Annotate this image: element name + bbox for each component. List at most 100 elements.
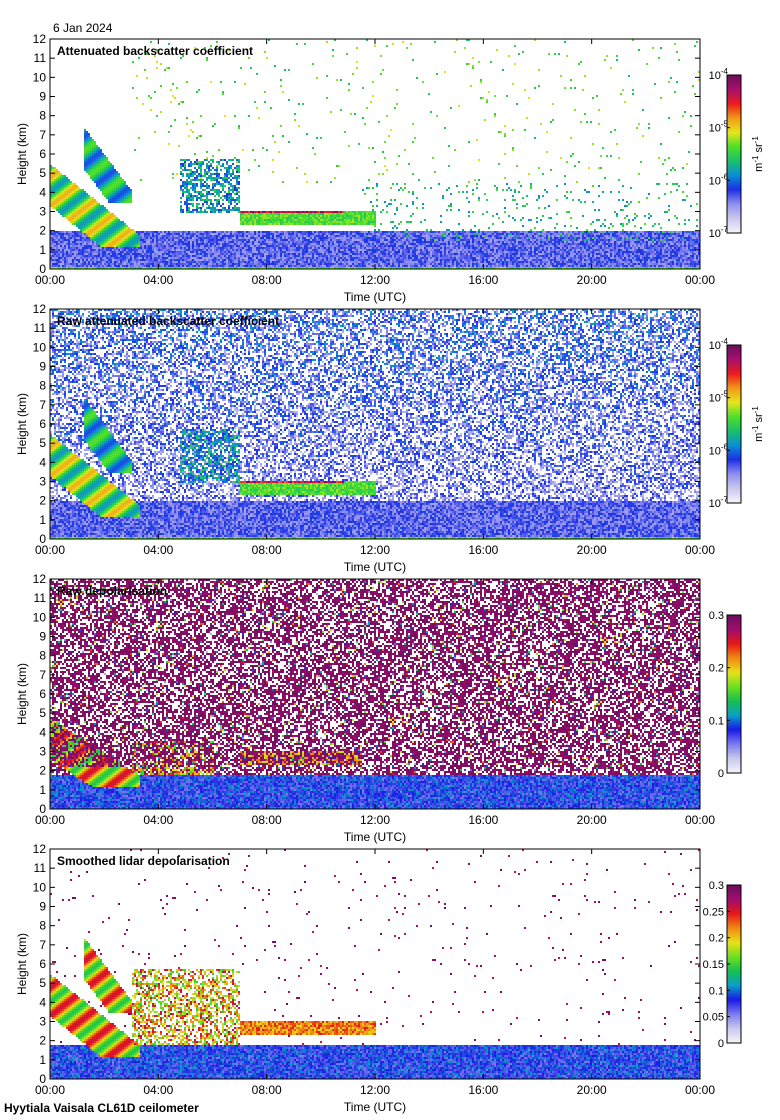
colorbar-tick-label: 0.15: [703, 959, 724, 971]
y-tick-label: 10: [33, 610, 47, 624]
y-tick-label: 5: [39, 166, 46, 180]
y-tick-label: 11: [34, 591, 47, 605]
y-tick-label: 1: [39, 1053, 46, 1067]
colorbar-tick-label: 10-5: [709, 120, 729, 135]
x-tick-label: 16:00: [468, 1083, 498, 1097]
y-axis-label: Height (km): [15, 393, 29, 455]
y-tick-label: 5: [39, 706, 46, 720]
x-axis-label: Time (UTC): [344, 290, 406, 304]
colorbar: [727, 615, 741, 773]
figure-date: 6 Jan 2024: [53, 21, 113, 35]
x-tick-label: 20:00: [577, 543, 607, 557]
y-tick-label: 6: [39, 417, 46, 431]
x-tick-label: 00:00: [685, 1083, 715, 1097]
y-tick-label: 3: [39, 205, 46, 219]
colorbar-tick-label: 10-4: [709, 67, 729, 82]
colorbar-tick-label: 0.2: [709, 933, 724, 945]
y-tick-label: 10: [33, 880, 47, 894]
x-tick-label: 16:00: [468, 273, 498, 287]
x-tick-label: 04:00: [143, 813, 173, 827]
heatmap-field: [50, 39, 700, 269]
heatmap-field: [50, 849, 700, 1079]
colorbar-tick-label: 0.3: [709, 610, 724, 622]
y-tick-label: 4: [39, 995, 46, 1009]
y-tick-label: 12: [33, 302, 47, 316]
y-tick-label: 10: [33, 70, 47, 84]
y-tick-label: 11: [34, 321, 47, 335]
y-tick-label: 12: [33, 842, 47, 856]
x-tick-label: 20:00: [577, 273, 607, 287]
x-tick-label: 20:00: [577, 813, 607, 827]
y-tick-label: 3: [39, 745, 46, 759]
x-tick-label: 08:00: [252, 813, 282, 827]
y-axis-label: Height (km): [15, 663, 29, 725]
x-tick-label: 08:00: [252, 1083, 282, 1097]
colorbar-tick-label: 0.3: [709, 880, 724, 892]
y-tick-label: 7: [39, 398, 46, 412]
colorbar: [727, 885, 741, 1043]
y-tick-label: 8: [39, 649, 46, 663]
y-tick-label: 5: [39, 976, 46, 990]
colorbar-frame: [726, 74, 742, 234]
colorbar: [727, 75, 741, 233]
colorbar-tick-label: 10-6: [709, 442, 729, 457]
y-axis-label: Height (km): [15, 123, 29, 185]
colorbar-tick-label: 0.2: [709, 663, 724, 675]
y-tick-label: 4: [39, 455, 46, 469]
y-tick-label: 7: [39, 938, 46, 952]
y-tick-label: 6: [39, 147, 46, 161]
x-tick-label: 00:00: [35, 1083, 65, 1097]
y-tick-label: 0: [39, 1072, 46, 1086]
x-tick-label: 12:00: [360, 543, 390, 557]
colorbar-tick-label: 0.1: [709, 715, 724, 727]
y-tick-label: 7: [39, 128, 46, 142]
y-tick-label: 1: [39, 243, 46, 257]
y-tick-label: 2: [39, 764, 46, 778]
x-tick-label: 00:00: [685, 273, 715, 287]
colorbar-frame: [726, 614, 742, 774]
x-tick-label: 04:00: [143, 273, 173, 287]
colorbar-tick-label: 10-5: [709, 390, 729, 405]
colorbar-frame: [726, 344, 742, 504]
y-tick-label: 12: [33, 32, 47, 46]
panel-title: Raw depolarisation: [57, 584, 167, 598]
colorbar-tick-label: 0.1: [709, 985, 724, 997]
y-tick-label: 9: [39, 630, 46, 644]
colorbar-tick-label: 10-4: [709, 337, 729, 352]
y-tick-label: 7: [39, 668, 46, 682]
colorbar-tick-label: 0: [718, 768, 724, 780]
x-axis-label: Time (UTC): [344, 560, 406, 574]
y-tick-label: 2: [39, 494, 46, 508]
colorbar-tick-label: 0: [718, 1038, 724, 1050]
x-tick-label: 00:00: [685, 543, 715, 557]
panel-title: Smoothed lidar depolarisation: [57, 854, 230, 868]
y-tick-label: 0: [39, 262, 46, 276]
x-axis-label: Time (UTC): [344, 830, 406, 844]
panel-title: Attenuated backscatter coefficient: [57, 44, 253, 58]
y-tick-label: 11: [34, 861, 47, 875]
x-tick-label: 04:00: [143, 1083, 173, 1097]
x-tick-label: 12:00: [360, 813, 390, 827]
instrument-footer: Hyytiala Vaisala CL61D ceilometer: [4, 1101, 199, 1115]
y-tick-label: 0: [39, 802, 46, 816]
y-tick-label: 8: [39, 379, 46, 393]
x-tick-label: 16:00: [468, 543, 498, 557]
colorbar-tick-label: 10-7: [709, 495, 729, 510]
y-tick-label: 5: [39, 436, 46, 450]
colorbar-tick-label: 10-6: [709, 172, 729, 187]
x-tick-label: 20:00: [577, 1083, 607, 1097]
colorbar-tick-label: 0.25: [703, 906, 724, 918]
y-tick-label: 8: [39, 919, 46, 933]
x-tick-label: 04:00: [143, 543, 173, 557]
x-tick-label: 12:00: [360, 273, 390, 287]
x-tick-label: 12:00: [360, 1083, 390, 1097]
x-tick-label: 16:00: [468, 813, 498, 827]
y-tick-label: 12: [33, 572, 47, 586]
x-axis-label: Time (UTC): [344, 1100, 406, 1114]
heatmap-field: [50, 579, 700, 809]
